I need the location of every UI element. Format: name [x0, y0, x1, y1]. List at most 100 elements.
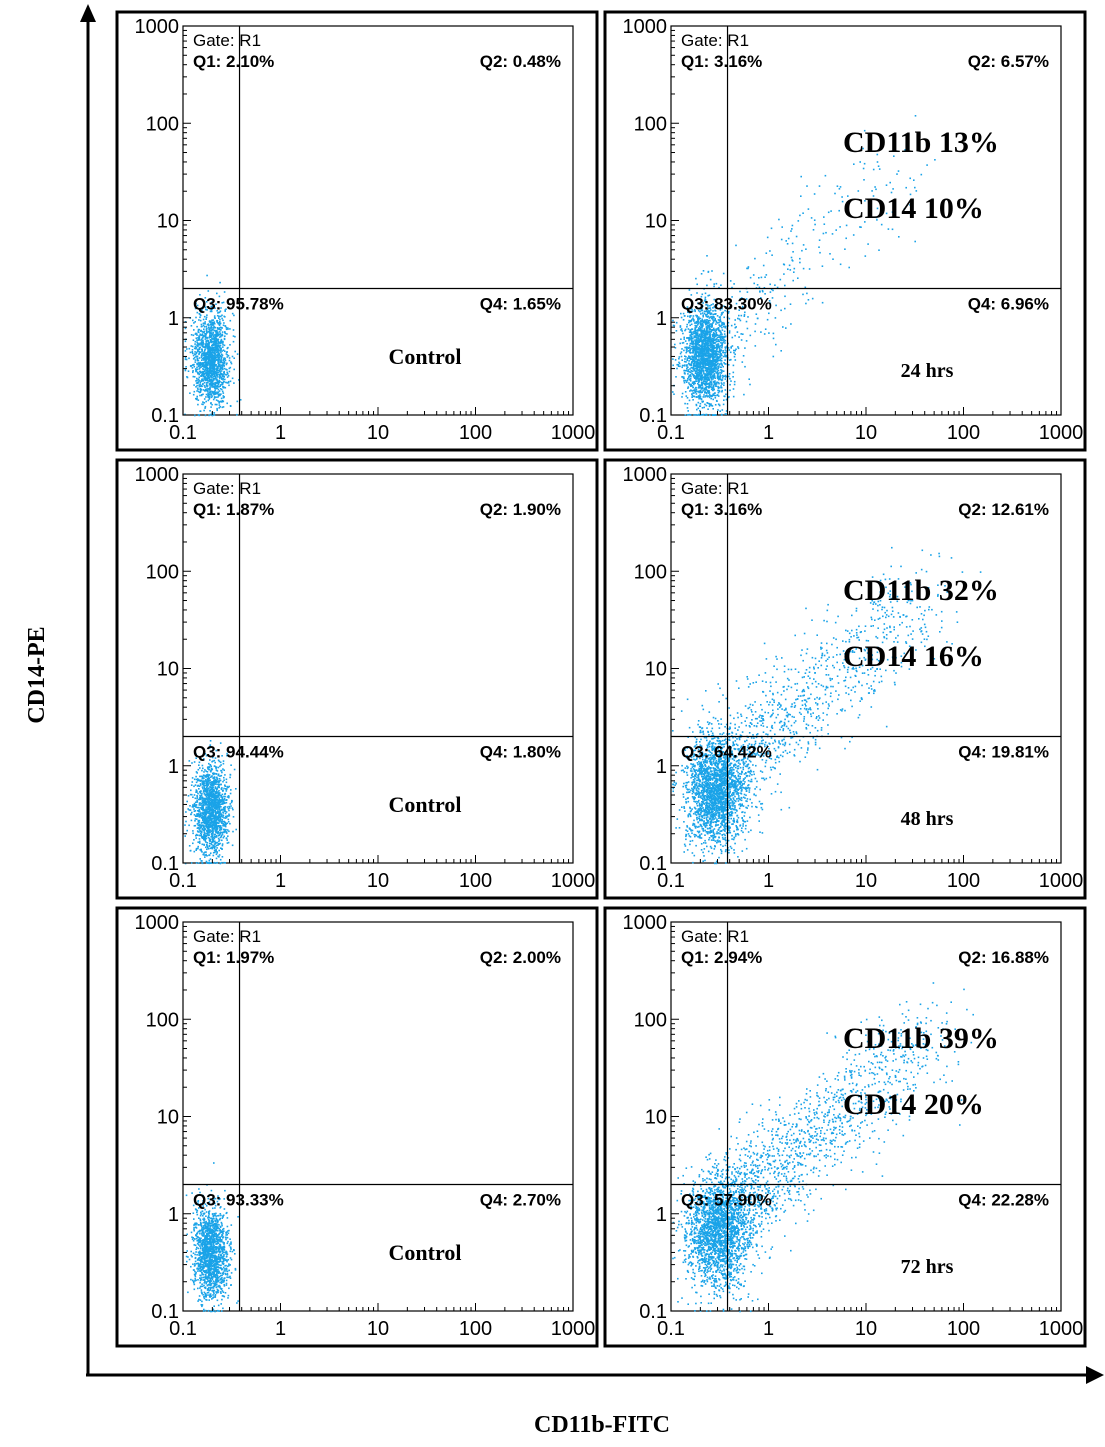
event-point — [706, 376, 708, 378]
event-point — [698, 341, 701, 344]
event-point — [754, 323, 757, 325]
event-point — [709, 404, 712, 406]
event-point — [695, 277, 697, 280]
event-point — [694, 339, 696, 341]
event-point — [747, 316, 749, 318]
event-point — [693, 358, 695, 361]
event-point — [192, 334, 195, 337]
event-point — [746, 291, 749, 293]
event-point — [714, 394, 717, 397]
event-point — [702, 320, 704, 323]
event-point — [712, 393, 715, 395]
event-point — [700, 375, 702, 378]
event-point — [717, 366, 719, 368]
event-point — [791, 228, 793, 230]
event-point — [201, 342, 204, 344]
event-point — [227, 327, 229, 329]
event-point — [225, 811, 228, 813]
event-point — [701, 361, 704, 364]
event-point — [707, 370, 709, 373]
event-point — [830, 210, 832, 212]
event-point — [218, 390, 221, 392]
event-point — [676, 367, 678, 370]
event-point — [214, 356, 216, 358]
event-point — [210, 376, 212, 378]
event-point — [695, 378, 697, 381]
event-point — [206, 366, 208, 369]
event-point — [697, 373, 699, 376]
event-point — [701, 325, 703, 328]
event-point — [720, 342, 722, 344]
event-point — [216, 385, 219, 388]
event-point — [760, 331, 762, 333]
event-point — [862, 167, 865, 170]
event-point — [699, 394, 701, 396]
event-point — [705, 413, 708, 416]
event-point — [699, 405, 702, 407]
event-point — [216, 391, 218, 394]
event-point — [220, 376, 223, 379]
event-point — [825, 231, 827, 234]
event-point — [213, 315, 216, 317]
event-point — [684, 414, 687, 416]
event-point — [749, 334, 752, 337]
event-point — [701, 340, 704, 343]
event-point — [225, 328, 228, 331]
event-point — [712, 313, 714, 316]
event-point — [225, 837, 228, 840]
event-point — [694, 346, 696, 348]
event-point — [193, 785, 195, 788]
event-point — [716, 355, 718, 357]
event-point — [217, 766, 220, 769]
event-point — [703, 388, 705, 390]
event-point — [197, 345, 199, 348]
event-point — [874, 186, 876, 188]
event-point — [717, 357, 720, 360]
event-point — [197, 399, 200, 401]
event-point — [721, 333, 723, 336]
event-point — [195, 337, 198, 339]
event-point — [203, 365, 206, 368]
event-point — [201, 362, 204, 364]
event-point — [695, 363, 698, 365]
event-point — [695, 367, 697, 370]
event-point — [204, 856, 206, 858]
event-point — [721, 371, 723, 373]
event-point — [204, 356, 206, 359]
event-point — [704, 299, 707, 301]
event-point — [677, 365, 680, 367]
event-point — [754, 345, 757, 347]
event-point — [783, 273, 785, 275]
event-point — [704, 358, 706, 361]
event-point — [685, 356, 687, 358]
event-point — [712, 353, 714, 356]
event-point — [214, 334, 217, 336]
event-point — [682, 377, 685, 380]
event-point — [196, 387, 199, 390]
event-point — [184, 350, 187, 352]
event-point — [217, 341, 220, 343]
event-point — [710, 370, 713, 372]
event-point — [205, 390, 207, 392]
event-point — [776, 286, 779, 289]
event-point — [690, 333, 693, 336]
event-point — [699, 353, 701, 356]
event-point — [198, 352, 200, 355]
event-point — [887, 228, 890, 230]
event-point — [201, 385, 203, 388]
event-point — [864, 200, 866, 202]
event-point — [717, 387, 720, 389]
event-point — [195, 352, 198, 355]
event-point — [198, 364, 200, 366]
event-point — [185, 366, 187, 368]
event-point — [215, 371, 218, 374]
event-point — [218, 346, 221, 348]
event-point — [191, 349, 194, 351]
event-point — [683, 338, 685, 340]
event-point — [218, 784, 221, 786]
event-point — [878, 249, 880, 251]
event-point — [208, 331, 211, 334]
event-point — [724, 354, 726, 356]
event-point — [720, 325, 722, 328]
event-point — [203, 384, 206, 387]
